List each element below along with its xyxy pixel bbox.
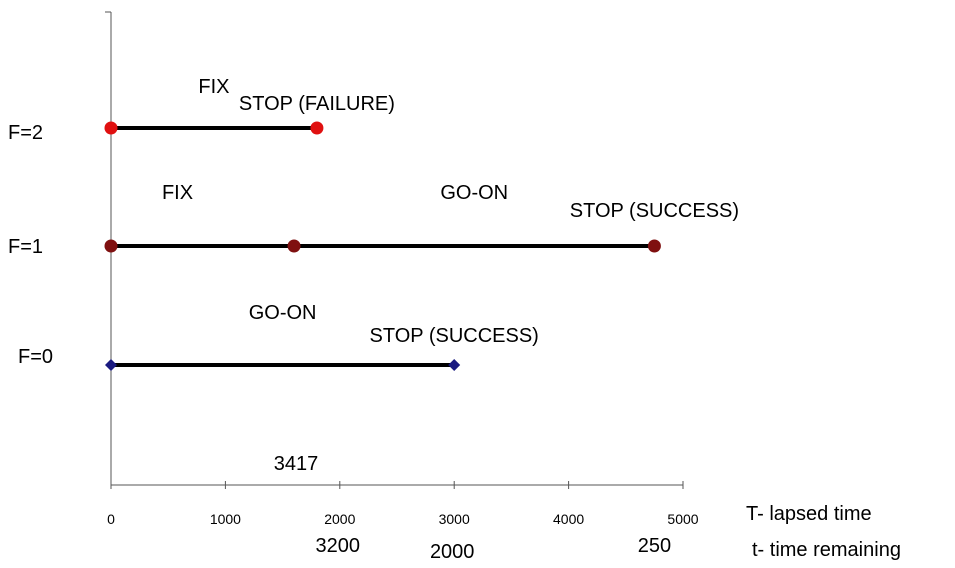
x-tick-label: 5000 [667,511,698,527]
series-layer [104,121,661,371]
segment-label: GO-ON [249,302,317,324]
axes [105,11,684,489]
end-label: STOP (SUCCESS) [570,200,739,222]
diamond-marker [105,359,117,371]
text-layer: 0 1000 2000 3000 4000 5000 T- lapsed time t- ti… [8,76,901,563]
x-tick-label: 2000 [324,511,355,527]
segment-label: FIX [162,182,193,204]
time-remaining-value: 2000 [430,541,475,563]
time-remaining-value: 3200 [316,535,361,557]
x-tick-label: 0 [107,511,115,527]
circle-marker [310,121,324,135]
segment-label: GO-ON [440,182,508,204]
end-label: STOP (FAILURE) [239,93,395,115]
end-label: STOP (SUCCESS) [370,325,539,347]
diamond-marker [448,359,461,371]
x-tick-label: 4000 [553,511,584,527]
row-label: F=0 [18,346,53,368]
time-remaining-value: 250 [638,535,671,557]
circle-marker [104,121,118,135]
x-tick-label: 1000 [210,511,241,527]
secondary-axis-label: t- time remaining [752,539,901,561]
circle-marker [287,239,301,253]
segment-label: FIX [198,76,229,98]
row-label: F=2 [8,122,43,144]
x-tick-label: 3000 [439,511,470,527]
row-label: F=1 [8,236,43,258]
circle-marker [647,239,661,253]
circle-marker [104,239,118,253]
floating-value-label: 3417 [274,453,319,475]
x-axis-label: T- lapsed time [746,503,872,525]
